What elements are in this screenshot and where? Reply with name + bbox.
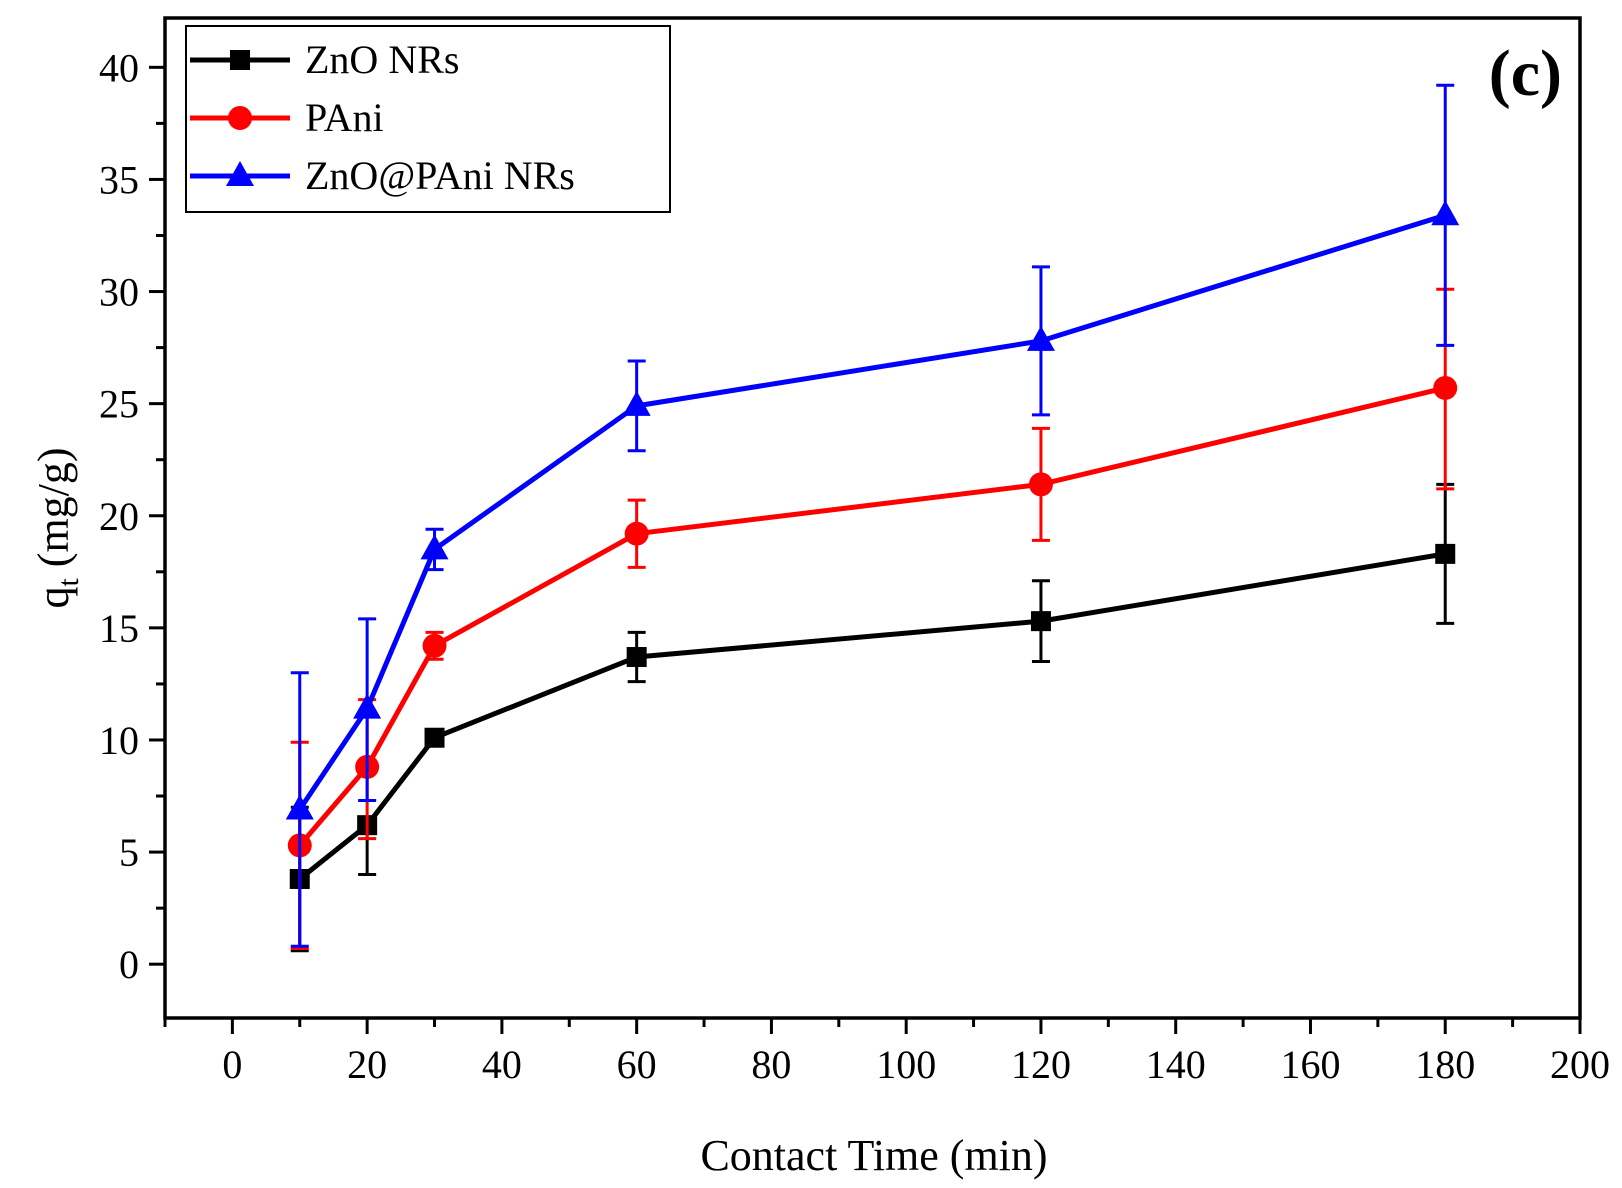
y-tick-label: 25 [99,382,139,427]
x-tick-labels: 0 20 40 60 80 100 120 140 160 180 200 [222,1042,1610,1087]
y-tick-label: 35 [99,157,139,202]
x-tick-label: 100 [876,1042,936,1087]
legend-item: ZnO NRs [190,37,459,82]
x-tick-label: 0 [222,1042,242,1087]
series-line [297,385,1446,847]
data-point [1026,325,1055,351]
plot-area-frame [163,16,1582,1020]
data-point [353,693,382,719]
data-point [424,727,445,748]
y-tick-label: 40 [99,45,139,90]
panel-label: (c) [1489,37,1562,110]
y-tick-label: 20 [99,494,139,539]
x-tick-label: 120 [1011,1042,1071,1087]
data-point [622,390,651,416]
x-tick-label: 80 [751,1042,791,1087]
axis-ticks-layer [149,65,1582,1034]
x-tick-label: 200 [1550,1042,1610,1087]
x-tick-label: 140 [1146,1042,1206,1087]
x-tick-label: 160 [1280,1042,1340,1087]
series-line [297,212,1446,811]
data-point [626,647,647,668]
x-axis-label: Contact Time (min) [700,1131,1047,1180]
y-tick-labels: 0 5 10 15 20 25 30 35 40 [99,45,139,987]
data-point [1435,543,1456,564]
data-point [420,534,449,560]
data-point [1030,611,1051,632]
series-line [298,551,1446,881]
data-point [422,633,447,658]
legend: ZnO NRs PAni ZnO@PAni NRs [185,25,671,213]
svg-text:qt (mg/g): qt (mg/g) [29,447,85,608]
series-zno-pani-nrs [285,83,1460,948]
data-point [624,521,649,546]
y-tick-label: 10 [99,718,139,763]
legend-marker [228,106,252,130]
legend-items: ZnO NRs PAni ZnO@PAni NRs [190,37,575,198]
y-axis-label-subscript: t [52,578,85,587]
y-tick-label: 5 [119,830,139,875]
y-tick-label: 30 [99,270,139,315]
y-axis-label-main: q [29,587,78,609]
y-axis-label: qt (mg/g) [29,447,85,608]
y-tick-label: 15 [99,606,139,651]
legend-label: ZnO NRs [305,37,459,82]
series-zno-nrs [289,482,1456,953]
x-tick-label: 180 [1415,1042,1475,1087]
series-layer [285,83,1460,953]
data-point [1431,200,1460,226]
x-tick-label: 40 [482,1042,522,1087]
data-point [285,794,314,820]
series-pani [287,287,1458,950]
x-tick-label: 20 [347,1042,387,1087]
data-point [1433,375,1458,400]
x-tick-label: 60 [617,1042,657,1087]
legend-label: ZnO@PAni NRs [305,153,575,198]
y-tick-label: 0 [119,942,139,987]
legend-label: PAni [305,95,384,140]
legend-item: PAni [190,95,384,140]
y-axis-label-unit: (mg/g) [29,447,78,578]
data-point [1028,472,1053,497]
legend-marker [230,50,250,70]
legend-item: ZnO@PAni NRs [190,153,575,198]
legend-marker [226,161,254,186]
